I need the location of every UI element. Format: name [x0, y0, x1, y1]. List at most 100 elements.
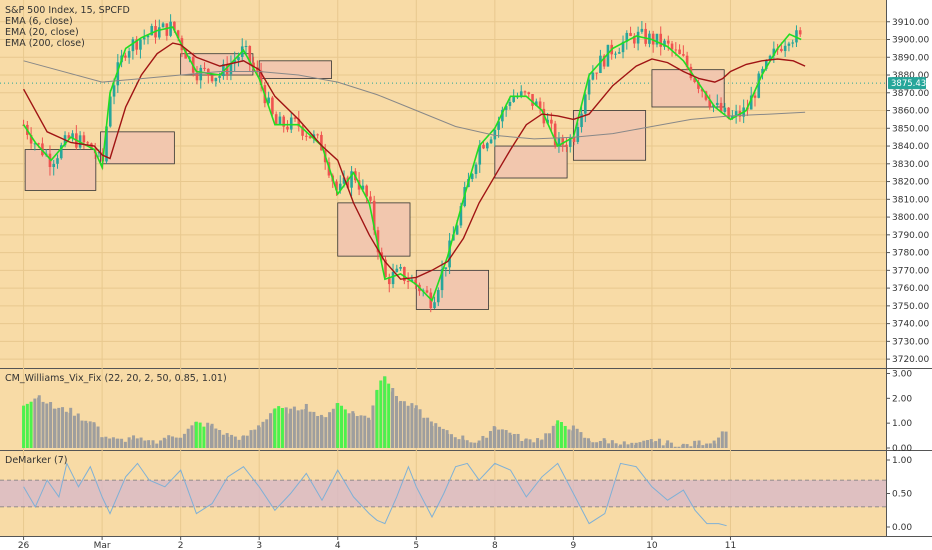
candle-body	[791, 42, 794, 44]
wvf-bar	[524, 438, 528, 448]
wvf-bar	[363, 415, 367, 448]
candle-body	[591, 72, 595, 80]
candle-body	[369, 196, 372, 201]
candle-body	[97, 152, 101, 154]
price-tick-label: 3900.00	[892, 36, 929, 46]
wvf-bar	[465, 440, 469, 448]
wvf-bar	[399, 400, 403, 448]
candle-body	[474, 164, 478, 175]
price-axis[interactable]: 3720.00 3730.00 3740.00 3750.00 3760.00 3770.…	[886, 18, 929, 533]
demarker-tick-label: 1.00	[892, 456, 912, 466]
wvf-bar	[488, 431, 492, 448]
candle-body	[127, 51, 131, 58]
candle-body	[734, 111, 738, 116]
ema-line-200	[23, 60, 806, 140]
wvf-bar	[693, 440, 697, 448]
wvf-bar	[720, 431, 724, 448]
demarker-tick-label: 0.50	[892, 490, 912, 500]
wvf-bar	[167, 435, 171, 448]
wvf-bar	[367, 419, 371, 448]
time-axis[interactable]: 26 Mar 2 3 4 5 8 9 10 11	[18, 536, 736, 550]
candle-body	[395, 268, 399, 272]
candle-body	[678, 49, 681, 55]
demarker-line-group	[0, 461, 886, 527]
wvf-tick-label: 1.00	[892, 419, 912, 429]
candle-body	[519, 91, 523, 97]
ema-line-20	[22, 42, 806, 280]
wvf-bar	[269, 413, 273, 448]
candle-body	[535, 101, 538, 106]
candle-body	[708, 99, 712, 107]
wvf-bar	[575, 428, 579, 448]
candle-body	[584, 94, 587, 114]
candle-body	[455, 225, 459, 235]
wvf-bar	[610, 440, 614, 448]
candle-body	[387, 277, 391, 285]
candle-body	[753, 95, 757, 98]
candle-body	[599, 55, 602, 74]
candle-body	[795, 30, 798, 43]
wvf-bar	[375, 389, 379, 448]
candle-body	[425, 290, 429, 293]
wvf-bar	[116, 438, 120, 448]
wvf-bar	[261, 421, 265, 448]
wvf-bar	[190, 425, 194, 448]
candle-body	[161, 23, 165, 28]
wvf-bar	[257, 427, 261, 448]
zone-box	[100, 131, 175, 165]
wvf-bar	[724, 431, 728, 448]
candle-body	[715, 102, 719, 105]
candle-body	[655, 33, 659, 45]
wvf-bar	[45, 403, 49, 448]
candle-body	[391, 271, 395, 285]
wvf-bar	[312, 411, 316, 448]
legend-ema200: EMA (200, close)	[5, 38, 85, 49]
wvf-bar	[111, 437, 115, 448]
candle-body	[538, 101, 542, 109]
price-tick-label: 3830.00	[892, 160, 929, 170]
wvf-bar	[677, 446, 681, 448]
wvf-bar	[84, 423, 88, 448]
candle-body	[135, 39, 138, 50]
wvf-bar	[308, 411, 312, 448]
wvf-bar	[477, 440, 481, 448]
wvf-bar	[300, 409, 304, 448]
candle-body	[414, 279, 417, 285]
wvf-bar	[147, 440, 151, 448]
wvf-bar	[280, 407, 284, 448]
wvf-bar	[265, 419, 269, 448]
candle-body	[523, 91, 527, 93]
wvf-bar	[284, 407, 288, 448]
wvf-bar	[481, 435, 485, 448]
candle-body	[56, 158, 59, 164]
demarker-line	[23, 461, 727, 527]
wvf-bar	[355, 416, 359, 448]
candle-body	[783, 45, 787, 52]
candle-body	[142, 37, 146, 40]
price-tick-label: 3910.00	[892, 18, 929, 28]
candle-body	[218, 76, 221, 78]
candle-body	[33, 143, 37, 145]
candle-body	[780, 48, 783, 52]
candle-body	[271, 97, 274, 115]
chart-legend: S&P 500 Index, 15, SPCFD EMA (6, close) …	[5, 5, 227, 466]
candle-body	[244, 46, 248, 48]
candle-body	[173, 21, 176, 31]
price-tick-label: 3860.00	[892, 107, 929, 117]
candle-body	[448, 240, 451, 268]
wvf-bar	[595, 442, 599, 448]
wvf-bar	[654, 441, 658, 448]
candle-body	[274, 114, 278, 125]
candle-body	[301, 126, 304, 136]
candle-body	[787, 43, 791, 46]
candle-body	[633, 36, 636, 44]
candle-body	[308, 136, 312, 139]
ema-line-6	[22, 26, 802, 302]
wvf-bar	[245, 435, 249, 448]
price-tick-label: 3790.00	[892, 231, 929, 241]
candle-body	[342, 177, 346, 184]
candle-body	[693, 78, 696, 83]
wvf-bar	[657, 438, 661, 448]
wvf-bar	[249, 430, 253, 448]
